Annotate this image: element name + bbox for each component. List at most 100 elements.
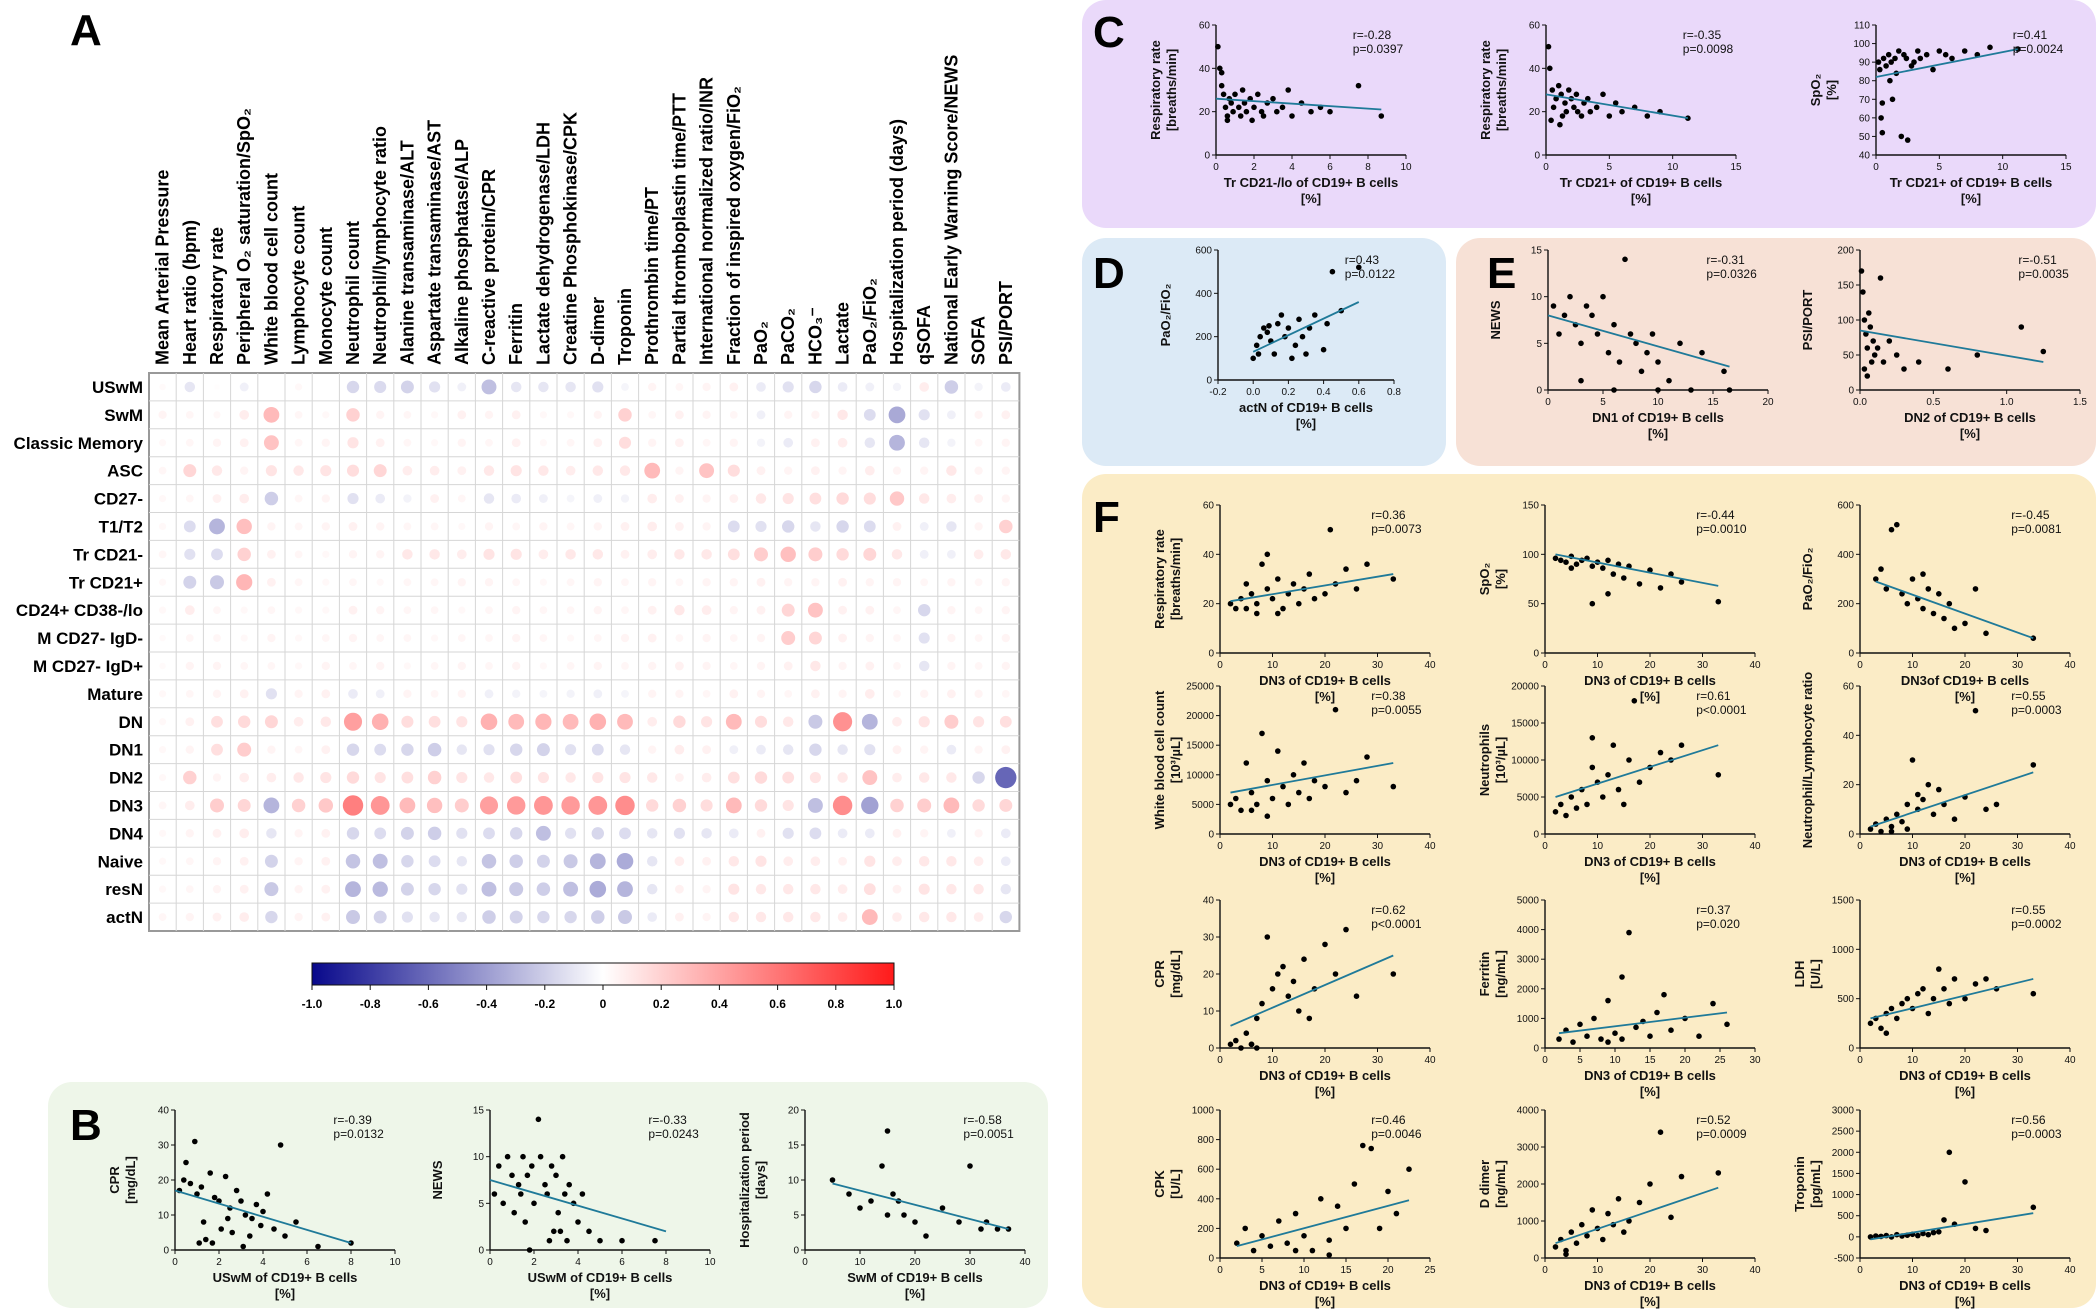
correlation-r: r=0.37 [1696, 903, 1731, 917]
heatmap-cell-dot [865, 578, 874, 587]
x-tick-label: 20 [1959, 1055, 1971, 1066]
scatter-point [1254, 801, 1260, 808]
heatmap-cell-dot [512, 633, 521, 643]
scatter-point [1874, 345, 1881, 351]
heatmap-cell-dot [510, 548, 522, 560]
heatmap-panel-A: Mean Arterial Pressure Heart ratio (bpm) R… [14, 55, 1021, 932]
heatmap-cell-dot [456, 771, 468, 784]
heatmap-cell-dot [431, 411, 439, 419]
heatmap-cell-dot [371, 713, 389, 731]
scatter-point [1573, 561, 1580, 567]
heatmap-cell-dot [782, 799, 794, 812]
heatmap-cell-dot [1001, 494, 1010, 503]
y-tick-label: 0 [1848, 386, 1854, 397]
scatter-point [579, 1191, 586, 1197]
scatter-point [1311, 777, 1318, 784]
y-axis-label: CPR [107, 1166, 122, 1194]
heatmap-cell-dot [593, 634, 602, 642]
heatmap-cell-dot [564, 910, 577, 924]
heatmap-cell-dot [484, 522, 494, 531]
scatter-point [258, 1222, 264, 1229]
scatter-point [225, 1215, 231, 1222]
heatmap-cell-dot [374, 771, 386, 784]
heatmap-cell-dot [458, 522, 466, 531]
scatter-point [1644, 113, 1651, 119]
heatmap-cell-dot [648, 661, 657, 671]
heatmap-cell-dot [566, 522, 575, 531]
heatmap-cell-dot [267, 606, 276, 615]
heatmap-cell-dot [483, 772, 495, 783]
heatmap-cell-dot [294, 884, 303, 894]
heatmap-cell-dot [943, 797, 960, 814]
y-axis-label: Respiratory rate [1148, 40, 1163, 140]
scatter-point [522, 1219, 528, 1225]
scatter-point [1556, 331, 1562, 337]
y-tick-label: 1500 [1832, 1169, 1855, 1180]
heatmap-column-label: Troponin [615, 288, 635, 365]
regression-line [1555, 1186, 1719, 1245]
heatmap-cell-dot [485, 634, 493, 642]
heatmap-cell-dot [346, 910, 360, 925]
heatmap-column-label: PaCO₂ [778, 308, 798, 365]
heatmap-cell-dot [345, 854, 361, 869]
heatmap-cell-dot [784, 689, 793, 698]
heatmap-cell-dot [349, 578, 357, 587]
heatmap-cell-dot [946, 465, 957, 476]
heatmap-cell-dot [920, 745, 929, 754]
x-tick-label: 10 [1907, 1265, 1919, 1276]
scatter-point [1238, 807, 1244, 814]
x-axis-unit: [%] [1315, 1294, 1335, 1309]
panel-letter-F: F [1093, 493, 1120, 542]
scatter-point [1259, 561, 1265, 567]
scatter-point [1878, 115, 1884, 121]
scatter-point [1306, 571, 1313, 577]
heatmap-cell-dot [539, 522, 548, 531]
heatmap-cell-dot [346, 771, 360, 784]
heatmap-cell-dot [592, 465, 604, 476]
heatmap-cell-dot [920, 578, 929, 587]
scatter-point [1860, 289, 1866, 295]
heatmap-cell-dot [861, 909, 878, 925]
heatmap-cell-dot [567, 634, 575, 642]
y-tick-label: 5000 [1517, 793, 1540, 804]
heatmap-cell-dot [428, 855, 441, 868]
heatmap-cell-dot [346, 827, 360, 840]
scatter-point [1657, 585, 1664, 591]
heatmap-cell-dot [483, 744, 495, 756]
heatmap-cell-dot [946, 744, 957, 755]
heatmap-cell-dot [457, 466, 467, 476]
y-axis-label: Ferritin [1477, 952, 1492, 997]
x-tick-label: 30 [1697, 660, 1709, 671]
scatter-point [1915, 359, 1922, 365]
heatmap-cell-dot [727, 464, 740, 477]
scatter-point [1368, 1145, 1374, 1152]
scatter-point [1254, 1015, 1260, 1022]
scatter-point [1878, 566, 1884, 572]
scatter-point [1974, 352, 1981, 358]
scatter-point [1589, 1207, 1596, 1213]
y-axis-unit: [mg/dL] [1168, 950, 1183, 998]
x-tick-label: 5 [1259, 1265, 1265, 1276]
scatter-point [1621, 575, 1627, 581]
heatmap-cell-dot [784, 466, 793, 475]
heatmap-cell-dot [782, 771, 795, 784]
scatter-point [1941, 615, 1947, 622]
scatter-point [1220, 91, 1227, 98]
x-tick-label: 0 [1213, 162, 1219, 173]
y-tick-label: 2000 [1832, 1148, 1855, 1159]
x-tick-label: 10 [1652, 397, 1664, 408]
heatmap-cell-dot [810, 438, 820, 448]
heatmap-cell-dot [539, 578, 547, 586]
scatter-point [1951, 976, 1958, 982]
scatter-point [1877, 275, 1884, 281]
heatmap-cell-dot [648, 689, 657, 699]
p-value: p<0.0001 [1371, 917, 1422, 931]
heatmap-column-label: Alkaline phosphatase/ALP [452, 139, 472, 365]
y-tick-label: 600 [1197, 1165, 1214, 1176]
scatter-point [504, 1153, 511, 1160]
heatmap-cell-dot [427, 770, 442, 785]
heatmap-cell-dot [483, 493, 495, 504]
correlation-r: r=0.55 [2011, 903, 2046, 917]
heatmap-cell-dot [159, 885, 167, 893]
